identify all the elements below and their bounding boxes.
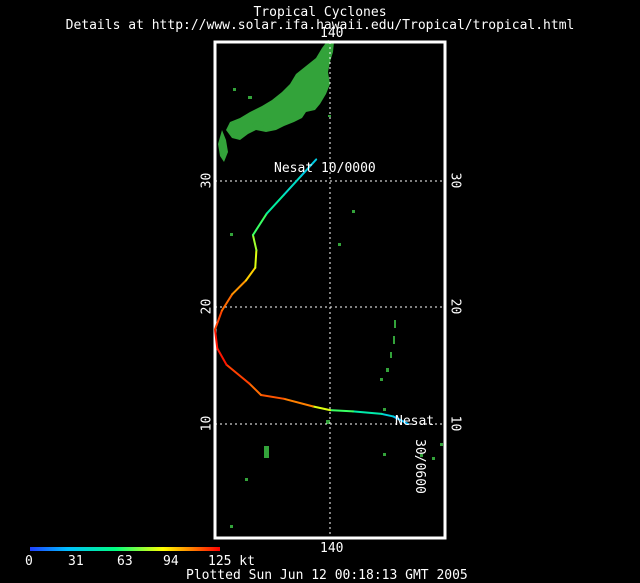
land-island bbox=[432, 457, 435, 460]
track-segment bbox=[225, 363, 251, 385]
legend-tick-31: 31 bbox=[68, 554, 84, 569]
storm-start-time: 30/0600 bbox=[411, 439, 427, 494]
land-island bbox=[394, 320, 396, 328]
track-segment bbox=[245, 266, 257, 282]
legend-tick-125: 125 kt bbox=[208, 554, 255, 569]
land-island bbox=[380, 378, 383, 381]
land-island bbox=[420, 454, 423, 457]
lon-label-top: 140 bbox=[320, 26, 344, 41]
land-island bbox=[326, 420, 330, 424]
legend-tick-0: 0 bbox=[25, 554, 33, 569]
land-island bbox=[338, 243, 341, 246]
land-island bbox=[245, 478, 248, 481]
track-segment bbox=[216, 347, 228, 366]
land-island bbox=[386, 368, 389, 372]
legend-tick-94: 94 bbox=[163, 554, 179, 569]
lat-label-left-10: 10 bbox=[199, 415, 215, 432]
map-frame bbox=[213, 40, 447, 540]
track-segment bbox=[251, 212, 268, 236]
storm-start-label: Nesat bbox=[395, 414, 435, 429]
storm-end-label: Nesat 10/0000 bbox=[274, 161, 376, 176]
land-shikoku bbox=[252, 120, 264, 130]
land-island bbox=[264, 446, 269, 458]
land-island bbox=[383, 453, 386, 456]
land-island bbox=[393, 336, 395, 344]
page-title: Tropical Cyclones bbox=[253, 5, 387, 20]
lat-label-right-20: 20 bbox=[447, 298, 463, 315]
land-island bbox=[230, 233, 233, 236]
track-segment bbox=[214, 309, 223, 331]
page-subtitle: Details at http://www.solar.ifa.hawaii.e… bbox=[65, 18, 575, 33]
land-island bbox=[230, 525, 233, 528]
land-island bbox=[440, 443, 443, 446]
track-segment bbox=[220, 293, 234, 312]
track-segment bbox=[283, 174, 303, 196]
legend-tick-63: 63 bbox=[117, 554, 133, 569]
lon-label-bottom: 140 bbox=[320, 541, 344, 556]
land-kyushu bbox=[262, 118, 276, 130]
land-japan bbox=[226, 40, 334, 140]
storm-track bbox=[214, 158, 410, 425]
track-segment bbox=[231, 279, 248, 296]
track-segment bbox=[380, 412, 395, 418]
track-segment bbox=[392, 415, 410, 425]
track-segment bbox=[300, 158, 318, 177]
plotted-timestamp: Plotted Sun Jun 12 00:18:13 GMT 2005 bbox=[186, 568, 468, 583]
land-island bbox=[383, 408, 386, 411]
track-segment bbox=[352, 410, 383, 415]
lat-label-right-10: 10 bbox=[447, 415, 463, 432]
intensity-colorbar bbox=[30, 547, 220, 551]
lat-label-left-20: 20 bbox=[199, 298, 215, 315]
track-segment bbox=[265, 193, 285, 215]
land-masses bbox=[218, 40, 443, 528]
lat-label-right-30: 30 bbox=[447, 172, 463, 189]
track-segment bbox=[283, 397, 314, 408]
track-segment bbox=[260, 394, 285, 400]
lat-label-left-30: 30 bbox=[199, 172, 215, 189]
track-segment bbox=[251, 234, 258, 252]
land-island bbox=[233, 88, 236, 91]
track-segment bbox=[214, 328, 219, 350]
land-island bbox=[248, 96, 252, 99]
land-island bbox=[352, 210, 355, 213]
land-korea bbox=[218, 130, 228, 162]
track-segment bbox=[311, 405, 331, 412]
land-island bbox=[328, 115, 331, 117]
land-island bbox=[390, 352, 392, 358]
track-segment bbox=[248, 382, 262, 397]
track-segment bbox=[329, 409, 354, 413]
track-segment bbox=[254, 249, 258, 269]
